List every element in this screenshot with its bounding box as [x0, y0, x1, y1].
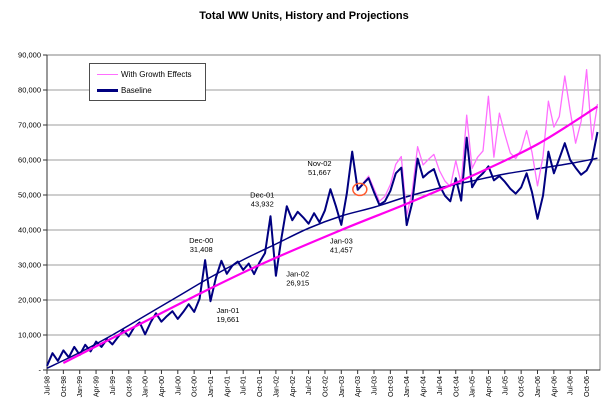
x-tick-label: Apr-03: [355, 376, 362, 397]
annotation-label: Jan-03: [330, 236, 353, 245]
series-with-growth-effects: [357, 69, 599, 216]
chart-title: Total WW Units, History and Projections: [199, 10, 409, 22]
x-tick-label: Jul-98: [45, 376, 52, 395]
x-tick-label: Oct-01: [257, 376, 264, 397]
legend-label-growth: With Growth Effects: [121, 69, 192, 79]
series-baseline-trend: [46, 157, 598, 369]
x-tick-label: Apr-01: [224, 376, 231, 397]
x-tick-label: Oct-06: [584, 376, 591, 397]
x-tick-label: Jan-03: [339, 376, 346, 398]
x-tick-label: Jan-06: [535, 376, 542, 398]
annotation-label: Dec-01: [250, 190, 274, 199]
x-tick-label: Jan-02: [273, 376, 280, 398]
y-tick-label: -: [39, 366, 42, 375]
x-tick-label: Jan-04: [404, 376, 411, 398]
annotation-value: 43,932: [251, 199, 274, 208]
annotation-label: Nov-02: [307, 159, 331, 168]
y-tick-label: 70,000: [18, 121, 41, 130]
series-growth-trend: [62, 105, 599, 364]
annotation-label: Jan-01: [216, 306, 239, 315]
legend-label-baseline: Baseline: [121, 85, 152, 95]
x-tick-label: Jul-99: [110, 376, 117, 395]
y-tick-label: 30,000: [18, 261, 41, 270]
x-tick-label: Jul-05: [502, 376, 509, 395]
x-tick-label: Apr-06: [551, 376, 558, 397]
x-tick-label: Jul-06: [568, 376, 575, 395]
x-tick-label: Jul-00: [175, 376, 182, 395]
legend: With Growth Effects Baseline: [89, 63, 206, 101]
x-tick-label: Oct-05: [519, 376, 526, 397]
x-tick-label: Jan-05: [470, 376, 477, 398]
y-tick-label: 50,000: [18, 191, 41, 200]
y-tick-label: 40,000: [18, 226, 41, 235]
x-tick-label: Oct-03: [388, 376, 395, 397]
y-tick-label: 20,000: [18, 296, 41, 305]
y-tick-label: 60,000: [18, 156, 41, 165]
y-tick-label: 90,000: [18, 51, 41, 60]
annotation-value: 41,457: [330, 245, 353, 254]
legend-item-with-growth-effects: With Growth Effects: [97, 69, 201, 79]
x-tick-label: Oct-98: [61, 376, 68, 397]
x-tick-label: Jan-99: [77, 376, 84, 398]
x-tick-label: Apr-99: [94, 376, 101, 397]
annotation-value: 26,915: [286, 279, 309, 288]
x-tick-label: Jan-01: [208, 376, 215, 398]
x-tick-label: Jul-03: [372, 376, 379, 395]
x-tick-label: Jul-01: [241, 376, 248, 395]
annotation-label: Jan-02: [286, 270, 309, 279]
x-tick-label: Jul-02: [306, 376, 313, 395]
x-tick-label: Apr-04: [421, 376, 428, 397]
growth-line-swatch: [97, 73, 118, 75]
annotation-value: 51,667: [308, 168, 331, 177]
series-baseline: [46, 131, 599, 367]
x-tick-label: Oct-00: [192, 376, 199, 397]
x-tick-label: Apr-05: [486, 376, 493, 397]
x-tick-label: Jul-04: [437, 376, 444, 395]
y-tick-label: 10,000: [18, 331, 41, 340]
highlight-marker: [352, 182, 368, 197]
y-tick-label: 80,000: [18, 86, 41, 95]
legend-item-baseline: Baseline: [97, 85, 201, 95]
annotation-label: Dec-00: [189, 236, 213, 245]
x-tick-label: Oct-02: [322, 376, 329, 397]
annotation-value: 19,661: [216, 315, 239, 324]
x-tick-label: Apr-02: [290, 376, 297, 397]
x-tick-label: Oct-04: [453, 376, 460, 397]
x-tick-label: Apr-00: [159, 376, 166, 397]
x-tick-label: Jan-00: [143, 376, 150, 398]
baseline-line-swatch: [97, 88, 118, 92]
annotation-value: 31,408: [190, 245, 213, 254]
x-tick-label: Oct-99: [126, 376, 133, 397]
